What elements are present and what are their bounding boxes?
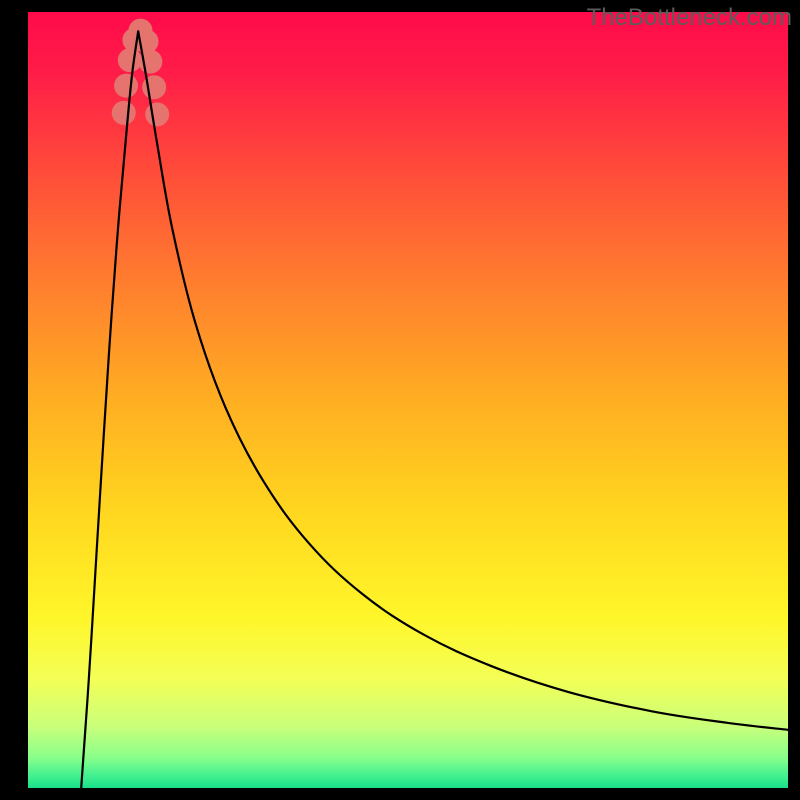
watermark-text: TheBottleneck.com [587, 4, 792, 32]
chart-frame: TheBottleneck.com [0, 0, 800, 800]
cusp-marker [118, 48, 142, 72]
plot-area [28, 12, 788, 788]
cusp-marker [112, 101, 136, 125]
cusp-marker [114, 74, 138, 98]
bottleneck-chart-svg [28, 12, 788, 788]
gradient-background [28, 12, 788, 788]
cusp-marker [145, 102, 169, 126]
